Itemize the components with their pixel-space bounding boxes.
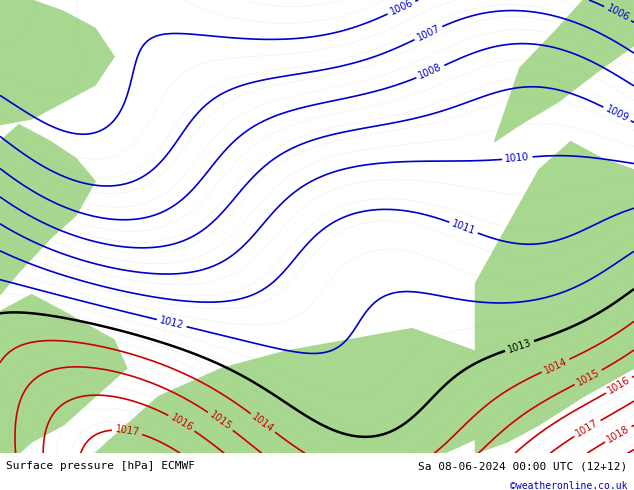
Polygon shape bbox=[0, 294, 127, 453]
Text: 1015: 1015 bbox=[575, 367, 602, 388]
Polygon shape bbox=[495, 0, 634, 142]
Text: 1008: 1008 bbox=[417, 62, 444, 81]
Polygon shape bbox=[476, 142, 634, 453]
Text: Surface pressure [hPa] ECMWF: Surface pressure [hPa] ECMWF bbox=[6, 461, 195, 471]
Text: 1013: 1013 bbox=[507, 337, 533, 355]
Text: 1014: 1014 bbox=[542, 356, 569, 375]
Text: 1017: 1017 bbox=[574, 417, 600, 439]
Text: 1018: 1018 bbox=[605, 424, 631, 445]
Text: 1016: 1016 bbox=[606, 375, 632, 396]
Text: 1006: 1006 bbox=[388, 0, 415, 17]
Polygon shape bbox=[0, 0, 114, 124]
Text: 1010: 1010 bbox=[505, 152, 530, 164]
Text: Sa 08-06-2024 00:00 UTC (12+12): Sa 08-06-2024 00:00 UTC (12+12) bbox=[418, 461, 628, 471]
Text: 1017: 1017 bbox=[114, 424, 140, 438]
Text: 1009: 1009 bbox=[604, 104, 630, 124]
Text: 1016: 1016 bbox=[169, 412, 195, 434]
Polygon shape bbox=[95, 329, 507, 453]
Text: 1015: 1015 bbox=[207, 410, 233, 432]
Text: 1011: 1011 bbox=[450, 219, 477, 237]
Polygon shape bbox=[0, 124, 95, 294]
Text: ©weatheronline.co.uk: ©weatheronline.co.uk bbox=[510, 481, 628, 490]
Text: 1012: 1012 bbox=[158, 316, 185, 331]
Text: 1014: 1014 bbox=[250, 412, 276, 434]
Text: 1006: 1006 bbox=[605, 3, 631, 24]
Text: 1007: 1007 bbox=[415, 23, 442, 43]
